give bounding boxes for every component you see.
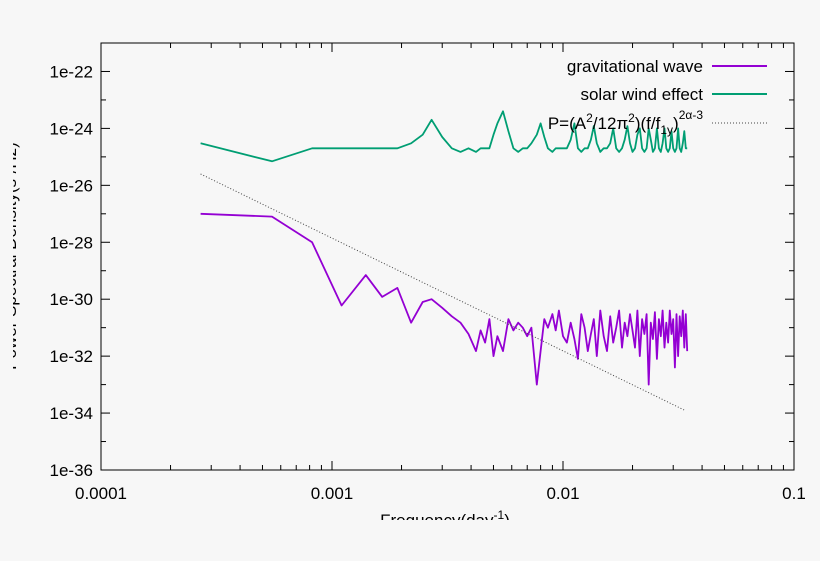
x-axis-label-sup: -1 xyxy=(494,508,505,522)
series-power-law xyxy=(200,173,687,412)
y-tick-label: 1e-30 xyxy=(50,290,93,309)
y-tick-label: 1e-22 xyxy=(50,62,93,81)
series-lines xyxy=(200,110,689,412)
series-solar-wind-effect xyxy=(200,110,688,163)
x-tick-label: 0.001 xyxy=(311,484,354,503)
ticks xyxy=(100,42,795,471)
x-label-clip xyxy=(300,520,600,561)
legend-power-law-part-4: 2 xyxy=(628,111,635,125)
legend-label-gravitational-wave: gravitational wave xyxy=(567,57,703,76)
y-tick-label: 1e-32 xyxy=(50,347,93,366)
y-tick-label: 1e-28 xyxy=(50,233,93,252)
x-tick-label: 0.0001 xyxy=(75,484,127,503)
legend-power-law-part-8: 2α-3 xyxy=(679,108,704,122)
legend-power-law-part-1: P=(A xyxy=(548,114,587,133)
tick-labels: 0.0001 0.001 0.01 0.1 1e-22 1e-24 1e-26 1e-28 1e… xyxy=(50,62,806,503)
legend-power-law-part-6: 1y xyxy=(660,123,673,137)
legend-power-law-part-5: )(f/f xyxy=(635,114,661,133)
y-tick-label: 1e-36 xyxy=(50,461,93,480)
plot-frame xyxy=(100,42,795,471)
series-gravitational-wave xyxy=(200,212,689,386)
legend-label-power-law: P=(A2/12π2)(f/f1y)2α-3 xyxy=(548,108,703,137)
y-tick-label: 1e-24 xyxy=(50,119,93,138)
x-tick-label: 0.01 xyxy=(546,484,579,503)
legend-power-law-part-7: ) xyxy=(673,114,679,133)
x-tick-label: 0.1 xyxy=(782,484,806,503)
legend-label-solar-wind-effect: solar wind effect xyxy=(580,85,703,104)
legend-power-law-part-2: 2 xyxy=(586,111,593,125)
y-tick-label: 1e-26 xyxy=(50,176,93,195)
legend-power-law-part-3: /12π xyxy=(593,114,628,133)
legend: gravitational wave solar wind effect P=(… xyxy=(548,57,767,137)
y-tick-label: 1e-34 xyxy=(50,404,93,423)
y-label-clip xyxy=(0,0,13,561)
